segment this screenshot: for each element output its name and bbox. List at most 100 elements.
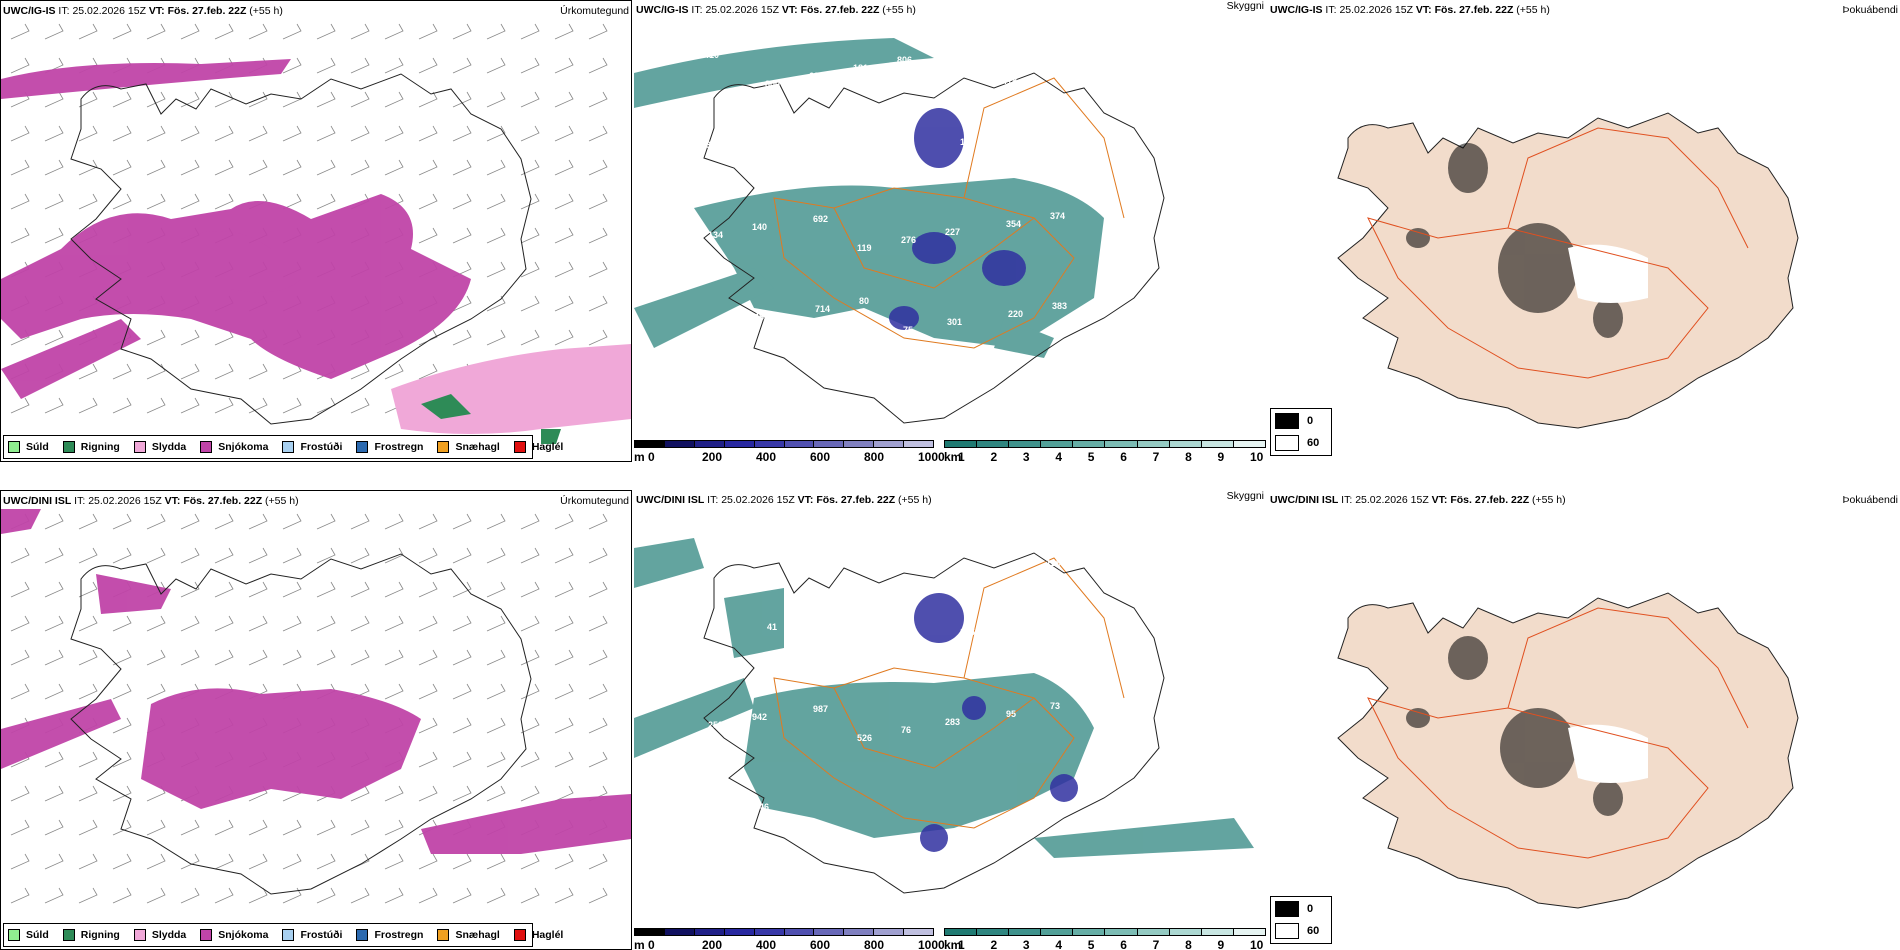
panel-title: Skyggni	[1226, 490, 1264, 502]
cloudbase-value-label: 95	[1006, 709, 1016, 719]
wind-barb	[78, 887, 98, 904]
wind-barb	[248, 819, 268, 836]
wind-barb	[350, 853, 370, 870]
cloudbase-value-label: 276	[901, 235, 916, 245]
wind-barb	[418, 125, 438, 142]
wind-barb	[248, 125, 268, 142]
cloudbase-colorbar-strip	[634, 440, 934, 448]
wind-barb	[520, 193, 540, 210]
panel-header: UWC/IG-IS IT: 25.02.2026 15Z VT: Fös. 27…	[1270, 4, 1898, 16]
wind-barb	[452, 513, 472, 530]
wind-barb	[10, 581, 30, 598]
colorbar-segment	[724, 441, 755, 447]
wind-barb	[78, 513, 98, 530]
wind-barb	[214, 329, 234, 346]
wind-barb	[418, 853, 438, 870]
cloudbase-value-label: 48	[754, 312, 764, 322]
wind-barb	[520, 295, 540, 312]
legend-label: Haglél	[531, 441, 564, 453]
wind-barb	[214, 125, 234, 142]
wind-barb	[248, 91, 268, 108]
fog-legend-row: 0	[1271, 899, 1331, 919]
cloudbase-value-label: 193	[1048, 648, 1063, 658]
visibility-colorbar-strip	[944, 928, 1266, 936]
fog-panel-top: UWC/IG-IS IT: 25.02.2026 15Z VT: Fös. 27…	[1268, 0, 1900, 462]
colorbar-segment	[1041, 441, 1074, 447]
wind-barb	[146, 397, 166, 414]
wind-barb	[44, 329, 64, 346]
wind-barb	[452, 329, 472, 346]
wind-barb	[10, 193, 30, 210]
cloudbase-value-label: 488	[958, 84, 973, 94]
wind-barb	[180, 329, 200, 346]
legend-swatch	[133, 441, 146, 453]
colorbar-segment	[945, 929, 978, 935]
cloudbase-value-label: 198	[1004, 656, 1019, 666]
colorbar-tick-label: 400	[756, 938, 777, 950]
wind-barb	[44, 581, 64, 598]
wind-barb	[452, 649, 472, 666]
wind-barb	[554, 125, 574, 142]
wind-barb	[520, 329, 540, 346]
wind-barb	[180, 615, 200, 632]
cloudbase-value-label: 354	[1006, 219, 1021, 229]
colorbar-tick-label: 0	[648, 450, 655, 462]
wind-barb	[418, 887, 438, 904]
wind-barb	[588, 887, 608, 904]
wind-barb	[78, 23, 98, 40]
legend-swatch	[8, 441, 20, 453]
wind-barb	[588, 683, 608, 700]
colorbar-tick-label: 9	[1217, 938, 1225, 950]
wind-barb	[10, 649, 30, 666]
wind-barb	[486, 853, 506, 870]
cloudbase-value-label: 283	[945, 717, 960, 727]
wind-barb	[44, 853, 64, 870]
wind-barb	[78, 819, 98, 836]
colorbar-segment	[1233, 441, 1265, 447]
colorbar-tick-label: 9	[1217, 450, 1225, 462]
wind-barb	[486, 581, 506, 598]
wind-barb	[180, 649, 200, 666]
legend-item: Slydda	[133, 929, 186, 941]
colorbar-tick-label: 8	[1185, 938, 1192, 950]
fog-legend-swatch	[1275, 413, 1299, 429]
cloudbase-value-label: 692	[813, 214, 828, 224]
cloudbase-value-label: 152	[897, 545, 912, 555]
cloudbase-value-label: 129	[1046, 558, 1061, 568]
wind-barb	[418, 193, 438, 210]
legend-label: Snjókoma	[218, 441, 269, 453]
legend-item: Rigning	[62, 441, 120, 453]
colorbar-tick-label: 5	[1087, 938, 1095, 950]
colorbar-tick-label: 1	[958, 450, 965, 462]
wind-barb	[44, 751, 64, 768]
wind-barb	[486, 717, 506, 734]
wind-barb	[486, 57, 506, 74]
wind-barb	[78, 91, 98, 108]
wind-barb	[588, 649, 608, 666]
colorbar-tick-label: 1000	[918, 938, 945, 950]
precip-type-legend: Súld Rigning Slydda Snjókoma Frostúði Frostre…	[3, 923, 563, 947]
wind-barb	[214, 887, 234, 904]
wind-barb	[418, 159, 438, 176]
legend-label: Rigning	[80, 929, 120, 941]
wind-barb	[214, 193, 234, 210]
wind-barb	[520, 785, 540, 802]
wind-barb	[316, 397, 336, 414]
wind-barb	[452, 785, 472, 802]
wind-barb	[180, 547, 200, 564]
wind-barb	[146, 159, 166, 176]
legend-swatch	[133, 929, 146, 941]
cloudbase-value-label: 176	[960, 627, 975, 637]
wind-barb	[10, 125, 30, 142]
wind-barb	[520, 547, 540, 564]
wind-barb	[112, 615, 132, 632]
wind-barb	[282, 513, 302, 530]
wind-barb	[486, 615, 506, 632]
wind-barb	[554, 193, 574, 210]
colorbar-tick-label: 1	[958, 938, 965, 950]
wind-barb	[384, 23, 404, 40]
wind-barb	[214, 547, 234, 564]
colorbar-segment	[784, 441, 815, 447]
wind-barb	[588, 581, 608, 598]
wind-barb	[588, 261, 608, 278]
